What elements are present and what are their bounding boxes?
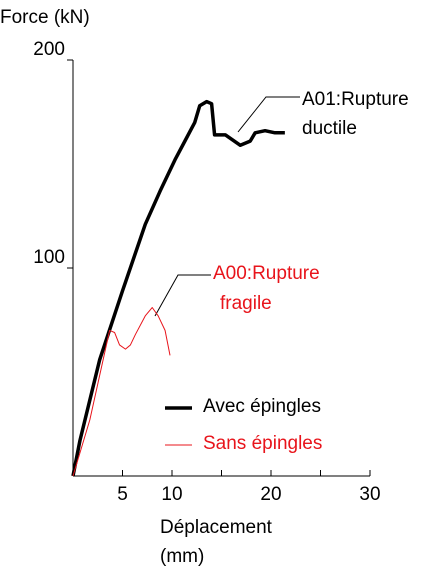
- x-tick-label: 10: [161, 484, 182, 505]
- x-axis-label: Déplacement: [160, 517, 273, 538]
- legend-label: Sans épingles: [203, 433, 322, 454]
- leader-line: [237, 96, 300, 133]
- leader-line: [154, 274, 211, 317]
- annotation: fragile: [220, 293, 272, 314]
- annotation: ductile: [302, 118, 357, 139]
- y-tick-label: 200: [33, 39, 65, 60]
- x-tick-label: 5: [117, 484, 128, 505]
- series-line: [71, 99, 285, 477]
- y-tick-label: 100: [33, 247, 65, 268]
- legend-label: Avec épingles: [203, 396, 321, 417]
- series-line: [72, 307, 171, 477]
- x-axis-label: (mm): [160, 546, 204, 567]
- x-tick-label: 20: [260, 484, 281, 505]
- x-tick-label: 30: [359, 484, 380, 505]
- y-axis-label: Force (kN): [0, 7, 90, 28]
- annotation: A00:Rupture: [213, 263, 320, 284]
- annotation: A01:Rupture: [302, 89, 409, 110]
